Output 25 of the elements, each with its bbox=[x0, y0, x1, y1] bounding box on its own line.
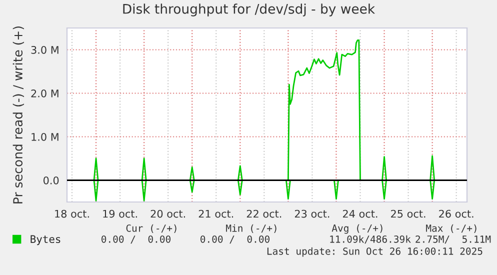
y-tick-label: 0.0 bbox=[43, 176, 59, 184]
legend-label: Bytes bbox=[30, 235, 60, 246]
text: Last update: Sun Oct 26 16:00:11 2025 bbox=[267, 247, 482, 257]
y-tick-label: 2.0 M bbox=[31, 89, 58, 98]
x-tick-label: 19 oct. bbox=[103, 210, 137, 218]
text: 0.00 / 0.00 bbox=[102, 235, 170, 244]
y-tick-label: 3.0 M bbox=[31, 46, 58, 54]
x-tick-label: 25 oct. bbox=[391, 210, 426, 218]
x-tick-label: 22 oct. bbox=[246, 210, 282, 218]
text: Cur (-/+) bbox=[126, 224, 176, 233]
text: Avg (-/+) bbox=[332, 224, 382, 234]
y-tick-label: 1.0 M bbox=[32, 132, 58, 141]
text: Max (-/+) bbox=[426, 224, 476, 233]
x-tick-label: 24 oct. bbox=[342, 210, 378, 218]
text: Min (-/+) bbox=[226, 224, 276, 233]
x-tick-label: 20 oct. bbox=[150, 210, 185, 218]
x-tick-label: 23 oct. bbox=[294, 210, 330, 218]
x-tick-label: 18 oct. bbox=[55, 210, 89, 218]
chart-title: Disk throughput for /dev/sdj - by week bbox=[123, 4, 376, 16]
text: 11.09k/486.39k bbox=[330, 235, 411, 244]
text: 0.00 / 0.00 bbox=[200, 235, 270, 244]
text: 2.75M/ 5.11M bbox=[416, 235, 491, 244]
x-tick-label: 26 oct. bbox=[439, 210, 474, 218]
x-tick-label: 21 oct. bbox=[198, 210, 234, 218]
y-axis-title: Pr second read (-) / write (+) bbox=[12, 26, 24, 204]
